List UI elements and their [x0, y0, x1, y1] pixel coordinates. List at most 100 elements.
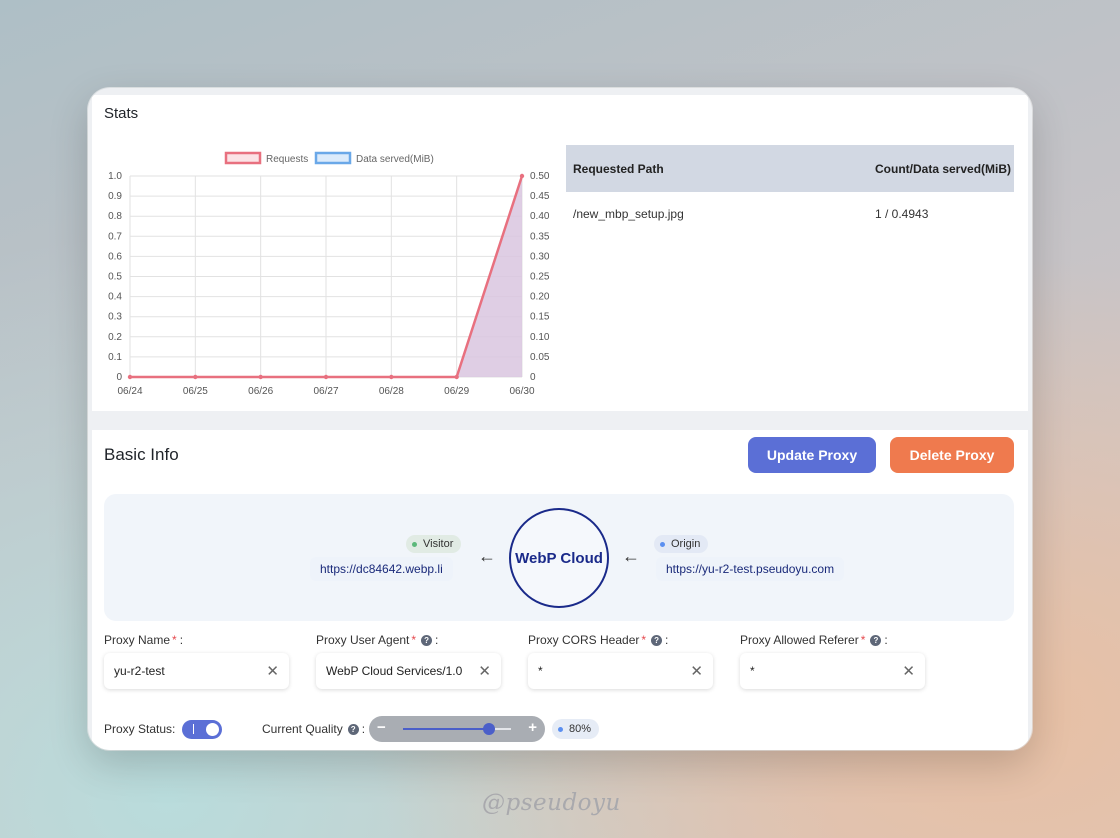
- toggle-knob: [206, 723, 219, 736]
- proxy-status-toggle[interactable]: [182, 720, 222, 739]
- requests-point: [258, 374, 263, 380]
- clear-icon[interactable]: ✕: [266, 663, 279, 680]
- quality-slider-thumb[interactable]: [483, 723, 496, 735]
- proxy-name-field: Proxy Name * : ✕: [104, 632, 289, 689]
- required-mark: *: [860, 633, 866, 647]
- stats-chart: 0 0.1 0.2 0.3 0.4 0.5 0.6 0.7 0.8 0.9 1.0 0 0.05 0.10…: [108, 151, 550, 397]
- y-left-tick-label: 1.0: [108, 171, 122, 182]
- y-left-tick-label: 0: [116, 372, 122, 383]
- header-requested-path: Requested Path: [573, 161, 664, 176]
- visitor-dot-icon: [412, 541, 417, 547]
- y-right-tick-label: 0.45: [530, 191, 550, 202]
- clear-icon[interactable]: ✕: [690, 663, 703, 680]
- origin-dot-icon: [660, 541, 665, 547]
- proxy-user-agent-input[interactable]: [326, 664, 479, 678]
- proxy-user-agent-label: Proxy User Agent * ? :: [316, 632, 501, 648]
- proxy-user-agent-field: Proxy User Agent * ? : ✕: [316, 632, 501, 689]
- proxy-name-input[interactable]: [114, 664, 267, 678]
- legend-requests-swatch: [224, 151, 262, 165]
- y-left-tick-label: 0.1: [108, 352, 122, 363]
- x-tick-label: 06/30: [509, 386, 534, 397]
- help-icon[interactable]: ?: [347, 723, 359, 735]
- table-header: Requested Path Count/Data served(MiB): [566, 145, 1014, 192]
- visitor-url[interactable]: https://dc84642.webp.li: [310, 557, 453, 581]
- requests-point: [193, 374, 198, 380]
- proxy-allowed-referer-label: Proxy Allowed Referer * ? :: [740, 632, 925, 648]
- app-window: Stats 0 0.1 0.2 0.3 0.4 0.5 0.6 0.7 0.8 0.9 1.0 0 0.…: [88, 88, 1032, 750]
- y-right-tick-label: 0.20: [530, 292, 550, 303]
- origin-badge: Origin: [654, 535, 709, 553]
- help-icon[interactable]: ?: [870, 634, 882, 646]
- proxy-name-label: Proxy Name * :: [104, 632, 289, 648]
- visitor-label: Visitor: [423, 538, 454, 550]
- label-colon: :: [361, 722, 366, 736]
- y-left-tick-label: 0.8: [108, 211, 122, 222]
- label-colon: :: [884, 633, 888, 647]
- y-left-tick-label: 0.5: [108, 272, 122, 283]
- basic-info-card: Basic Info Update Proxy Delete Proxy Vis…: [92, 430, 1028, 750]
- quality-slider-track[interactable]: [403, 723, 511, 735]
- quality-dot-icon: [558, 726, 563, 732]
- toggle-on-mark-icon: [193, 724, 194, 734]
- x-tick-label: 06/25: [183, 386, 208, 397]
- y-left-tick-label: 0.4: [108, 292, 122, 303]
- clear-icon[interactable]: ✕: [902, 663, 915, 680]
- arrow-left-icon: ←: [478, 546, 496, 566]
- proxy-cors-header-label: Proxy CORS Header * ? :: [528, 632, 713, 648]
- clear-icon[interactable]: ✕: [478, 663, 491, 680]
- delete-proxy-button[interactable]: Delete Proxy: [890, 437, 1014, 473]
- y-right-tick-label: 0.40: [530, 211, 550, 222]
- requests-point: [323, 374, 329, 380]
- proxy-allowed-referer-input[interactable]: [750, 664, 903, 678]
- arrow-left-icon: ←: [622, 546, 640, 566]
- legend-requests-label: Requests: [266, 154, 308, 165]
- y-right-tick-label: 0.30: [530, 251, 550, 262]
- y-left-tick-label: 0.6: [108, 251, 122, 262]
- y-left-tick-label: 0.9: [108, 191, 122, 202]
- origin-label: Origin: [671, 538, 701, 550]
- y-right-tick-label: 0.15: [530, 312, 550, 323]
- decrease-quality-button[interactable]: −: [377, 719, 386, 736]
- stats-title: Stats: [104, 105, 139, 122]
- x-tick-label: 06/26: [248, 386, 273, 397]
- table-row: /new_mbp_setup.jpg 1 / 0.4943: [566, 192, 1014, 236]
- data-served-area: [130, 178, 522, 377]
- proxy-flow-diagram: Visitor https://dc84642.webp.li ← WebP C…: [104, 494, 1014, 621]
- proxy-cors-header-field: Proxy CORS Header * ? : ✕: [528, 632, 713, 689]
- proxy-user-agent-input-wrap: ✕: [316, 653, 501, 689]
- required-mark: *: [641, 633, 647, 647]
- proxy-cors-header-input[interactable]: [538, 664, 691, 678]
- proxy-allowed-referer-label-text: Proxy Allowed Referer: [740, 633, 859, 647]
- y-right-tick-label: 0.25: [530, 272, 550, 283]
- proxy-user-agent-label-text: Proxy User Agent: [316, 633, 410, 647]
- proxy-allowed-referer-input-wrap: ✕: [740, 653, 925, 689]
- y-left-tick-label: 0.2: [108, 332, 122, 343]
- requests-point: [519, 173, 525, 179]
- x-tick-label: 06/27: [313, 386, 338, 397]
- update-proxy-button[interactable]: Update Proxy: [748, 437, 876, 473]
- y-left-tick-label: 0.7: [108, 231, 122, 242]
- header-count-data: Count/Data served(MiB): [875, 161, 1012, 176]
- x-tick-label: 06/28: [379, 386, 404, 397]
- proxy-name-label-text: Proxy Name: [104, 633, 171, 647]
- legend-data-served-label: Data served(MiB): [356, 154, 434, 165]
- label-colon: :: [435, 633, 439, 647]
- help-icon[interactable]: ?: [651, 634, 663, 646]
- help-icon[interactable]: ?: [421, 634, 433, 646]
- current-quality-label: Current Quality ? :: [262, 722, 365, 736]
- current-quality-label-text: Current Quality: [262, 722, 343, 736]
- proxy-cors-header-label-text: Proxy CORS Header: [528, 633, 640, 647]
- status-row: Proxy Status: Current Quality ? : − +: [104, 716, 704, 742]
- increase-quality-button[interactable]: +: [528, 719, 537, 736]
- quality-slider-fill: [403, 728, 490, 730]
- quality-slider: − +: [369, 716, 545, 742]
- quality-value: 80%: [569, 723, 592, 735]
- label-colon: :: [665, 633, 669, 647]
- origin-url[interactable]: https://yu-r2-test.pseudoyu.com: [656, 557, 845, 581]
- y-right-tick-label: 0.10: [530, 332, 550, 343]
- proxy-status-label: Proxy Status:: [104, 722, 176, 736]
- y-right-tick-label: 0: [530, 372, 536, 383]
- basic-info-title: Basic Info: [104, 445, 179, 464]
- quality-value-badge: 80%: [552, 719, 600, 739]
- requests-point: [127, 374, 133, 380]
